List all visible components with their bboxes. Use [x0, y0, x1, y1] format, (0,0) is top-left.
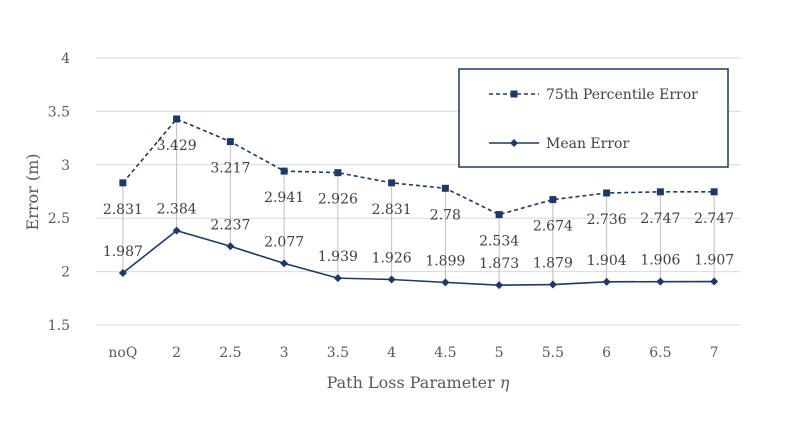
point-75th-percentile	[441, 184, 449, 192]
point-75th-percentile	[495, 211, 503, 219]
data-label-75th: 2.831	[372, 202, 412, 218]
point-75th-percentile	[173, 115, 181, 123]
point-75th-percentile	[549, 196, 557, 204]
point-mean	[280, 259, 289, 268]
point-mean	[226, 242, 235, 251]
data-label-75th: 2.831	[103, 202, 143, 218]
point-75th-percentile	[334, 169, 342, 177]
point-mean	[118, 268, 127, 277]
legend-box	[458, 68, 729, 168]
data-label-75th: 2.674	[533, 219, 573, 235]
series-group	[118, 115, 719, 290]
x-tick-label: 4.5	[434, 345, 456, 361]
legend-marker-75th	[510, 90, 518, 98]
point-75th-percentile	[710, 188, 718, 196]
x-tick-label: 7	[710, 345, 719, 361]
point-75th-percentile	[280, 167, 288, 175]
data-label-mean: 1.899	[425, 253, 465, 269]
point-75th-percentile	[656, 188, 664, 196]
y-tick-label: 4	[61, 51, 70, 67]
data-label-mean: 2.237	[210, 217, 250, 233]
data-label-75th: 3.217	[210, 161, 250, 177]
drop-lines	[122, 118, 715, 286]
data-label-75th: 3.429	[157, 138, 197, 154]
x-tick-label: noQ	[108, 345, 137, 361]
point-75th-percentile	[119, 179, 127, 187]
data-label-mean: 1.926	[372, 251, 412, 267]
x-axis-title-text: Path Loss Parameter	[327, 373, 495, 392]
data-label-mean: 1.939	[318, 249, 358, 265]
series-line-75th-percentile	[122, 118, 715, 216]
x-tick-label: 3.5	[327, 345, 349, 361]
data-label-mean: 1.907	[694, 253, 734, 269]
point-75th-percentile	[388, 179, 396, 187]
x-axis-title-symbol: η	[500, 373, 510, 392]
y-tick-label: 1.5	[48, 318, 70, 334]
series-line-mean	[122, 229, 715, 286]
data-label-mean: 2.077	[264, 234, 304, 250]
point-mean	[548, 280, 557, 289]
data-label-75th: 2.941	[264, 190, 304, 206]
legend: 75th Percentile Error Mean Error	[458, 68, 729, 168]
x-tick-labels: noQ 2 2.5 3 3.5 4 4.5 5 5.5 6 6.5 7	[108, 345, 718, 361]
x-tick-label: 5	[495, 345, 504, 361]
y-tick-label: 3.5	[48, 104, 70, 120]
data-label-mean: 1.879	[533, 256, 573, 272]
y-tick-labels: 1.5 2 2.5 3 3.5 4	[48, 51, 70, 334]
x-tick-label: 2	[172, 345, 181, 361]
data-label-75th: 2.78	[430, 207, 461, 223]
x-tick-label: 6.5	[649, 345, 671, 361]
point-mean	[172, 226, 181, 235]
point-mean	[495, 281, 504, 290]
data-label-mean: 2.384	[157, 202, 197, 218]
point-75th-percentile	[603, 189, 611, 197]
legend-label-75th: 75th Percentile Error	[546, 87, 698, 103]
point-75th-percentile	[226, 138, 234, 146]
data-label-mean: 1.904	[587, 253, 627, 269]
y-tick-label: 2.5	[48, 211, 70, 227]
legend-label-mean: Mean Error	[546, 136, 629, 152]
x-tick-label: 4	[387, 345, 396, 361]
data-label-75th: 2.747	[694, 211, 734, 227]
y-tick-label: 2	[61, 265, 70, 281]
point-mean	[441, 278, 450, 287]
point-mean	[333, 274, 342, 283]
x-tick-label: 3	[280, 345, 289, 361]
data-labels: 2.831 3.429 3.217 2.941 2.926 2.831 2.78 2.534 2…	[103, 138, 734, 272]
point-mean	[656, 277, 665, 286]
data-label-75th: 2.736	[587, 212, 627, 228]
gridlines	[96, 57, 741, 326]
x-tick-label: 5.5	[542, 345, 564, 361]
data-label-75th: 2.926	[318, 192, 358, 208]
data-label-mean: 1.987	[103, 244, 143, 260]
point-mean	[387, 275, 396, 284]
x-axis-title: Path Loss Parameter η	[327, 373, 510, 392]
data-label-mean: 1.873	[479, 256, 519, 272]
y-tick-label: 3	[61, 158, 70, 174]
data-label-75th: 2.534	[479, 234, 519, 250]
data-label-mean: 1.906	[640, 253, 680, 269]
y-axis-title: Error (m)	[23, 154, 42, 231]
point-mean	[710, 277, 719, 286]
point-mean	[602, 277, 611, 286]
x-tick-label: 2.5	[219, 345, 241, 361]
x-tick-label: 6	[602, 345, 611, 361]
data-label-75th: 2.747	[640, 211, 680, 227]
legend-marker-mean	[510, 139, 518, 147]
